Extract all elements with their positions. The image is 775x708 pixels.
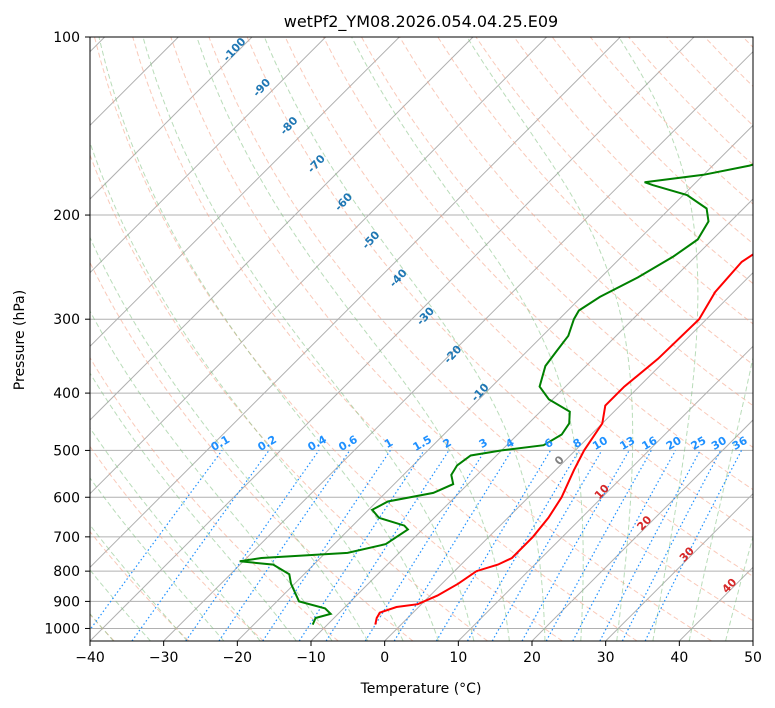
axis-ticks: −40 −30 −20 −10 0 10 20 30 40 50 100 200 300 400 500 60… (44, 30, 762, 666)
y-tick-label: 500 (53, 443, 80, 459)
mixing-ratio-line (621, 450, 722, 641)
dry-adiabat (399, 37, 753, 407)
isotherm (531, 419, 753, 641)
dry-adiabat (170, 37, 712, 641)
isotherm (90, 37, 695, 641)
moist-adiabat (351, 37, 584, 641)
dry-adiabat (132, 37, 638, 641)
y-tick-label: 1000 (44, 621, 80, 637)
dry-adiabat (90, 356, 339, 641)
mixing-ratio-line (262, 450, 391, 641)
isotherm (90, 37, 621, 569)
y-tick-label: 100 (53, 30, 80, 46)
isotherm (90, 37, 474, 421)
plot-frame (89, 36, 754, 642)
moist-adiabat (90, 310, 333, 641)
dry-adiabat (208, 37, 753, 622)
x-tick-label: 20 (523, 650, 541, 666)
isotherm (90, 37, 327, 274)
y-tick-label: 700 (53, 530, 80, 546)
moist-adiabat (90, 141, 404, 641)
moist-adiabat (90, 427, 261, 641)
dry-adiabat (513, 37, 753, 285)
x-tick-label: 10 (449, 650, 467, 666)
dry-adiabat (437, 37, 753, 366)
mixing-ratio-line (325, 450, 450, 641)
moist-adiabat (90, 477, 225, 641)
dry-adiabat (361, 37, 753, 448)
y-tick-label: 300 (53, 312, 80, 328)
mixing-ratio-line (572, 450, 677, 641)
mixing-ratio-line (545, 450, 652, 641)
background-lines (90, 37, 753, 641)
isotherm (605, 492, 753, 641)
x-tick-label: −20 (223, 650, 253, 666)
mixing-ratio-line (90, 450, 223, 631)
isotherm (384, 271, 753, 641)
chart-title: wetPf2_YM08.2026.054.04.25.E09 (284, 12, 558, 32)
isotherm (236, 124, 753, 641)
series-layer (239, 163, 753, 626)
x-axis-label: Temperature (°C) (360, 681, 482, 697)
y-tick-label: 400 (53, 386, 80, 402)
moist-adiabat (90, 372, 297, 641)
moist-adiabat (98, 37, 439, 641)
moist-adiabat (142, 37, 475, 641)
moist-adiabat (725, 534, 753, 641)
series-line-1 (239, 163, 753, 626)
mixing-ratio-line (185, 450, 320, 641)
dry-adiabat (246, 37, 753, 577)
moist-adiabat (618, 37, 699, 641)
y-tick-label: 800 (53, 564, 80, 580)
isotherm (90, 37, 253, 200)
x-tick-label: 30 (597, 650, 615, 666)
x-tick-label: −30 (149, 650, 179, 666)
moist-adiabat (263, 37, 546, 641)
mixing-ratio-line (393, 450, 513, 641)
mixing-ratio-line (298, 450, 425, 641)
y-tick-label: 600 (53, 490, 80, 506)
mixing-ratio-line (218, 450, 351, 641)
dry-adiabat (322, 37, 753, 491)
isotherm (163, 50, 753, 641)
x-tick-label: 50 (744, 650, 762, 666)
x-tick-label: 0 (380, 650, 389, 666)
moist-adiabat (90, 236, 369, 641)
moist-adiabat (196, 37, 510, 641)
series-line-0 (374, 253, 753, 625)
dry-adiabat (94, 37, 563, 641)
dry-adiabat (90, 153, 488, 641)
isotherm (90, 37, 400, 348)
y-tick-label: 900 (53, 594, 80, 610)
x-tick-label: 40 (670, 650, 688, 666)
dry-adiabat (284, 37, 753, 534)
y-axis-label: Pressure (hPa) (12, 290, 28, 390)
isotherm (90, 37, 548, 495)
dry-adiabat (90, 261, 414, 641)
x-tick-label: −40 (75, 650, 105, 666)
moist-adiabat (688, 355, 753, 641)
mixing-ratio-line (131, 450, 270, 641)
isotherm (457, 345, 753, 641)
x-tick-label: −10 (296, 650, 326, 666)
y-tick-label: 200 (53, 208, 80, 224)
mixing-ratio-line (521, 450, 630, 641)
dry-adiabat (90, 445, 264, 641)
mixing-ratio-line (644, 450, 743, 641)
dry-adiabat (90, 530, 190, 641)
